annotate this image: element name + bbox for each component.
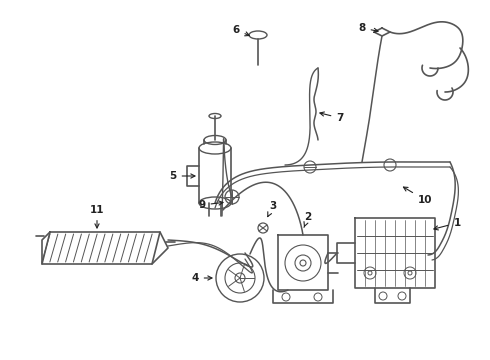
Text: 9: 9: [198, 200, 223, 210]
Text: 7: 7: [320, 112, 343, 123]
Text: 10: 10: [403, 187, 432, 205]
Text: 1: 1: [434, 218, 461, 230]
Text: 3: 3: [268, 201, 277, 217]
Text: 4: 4: [191, 273, 212, 283]
Text: 6: 6: [232, 25, 249, 36]
Text: 11: 11: [90, 205, 104, 228]
Text: 5: 5: [170, 171, 195, 181]
Text: 2: 2: [304, 212, 312, 228]
Text: 8: 8: [358, 23, 378, 33]
